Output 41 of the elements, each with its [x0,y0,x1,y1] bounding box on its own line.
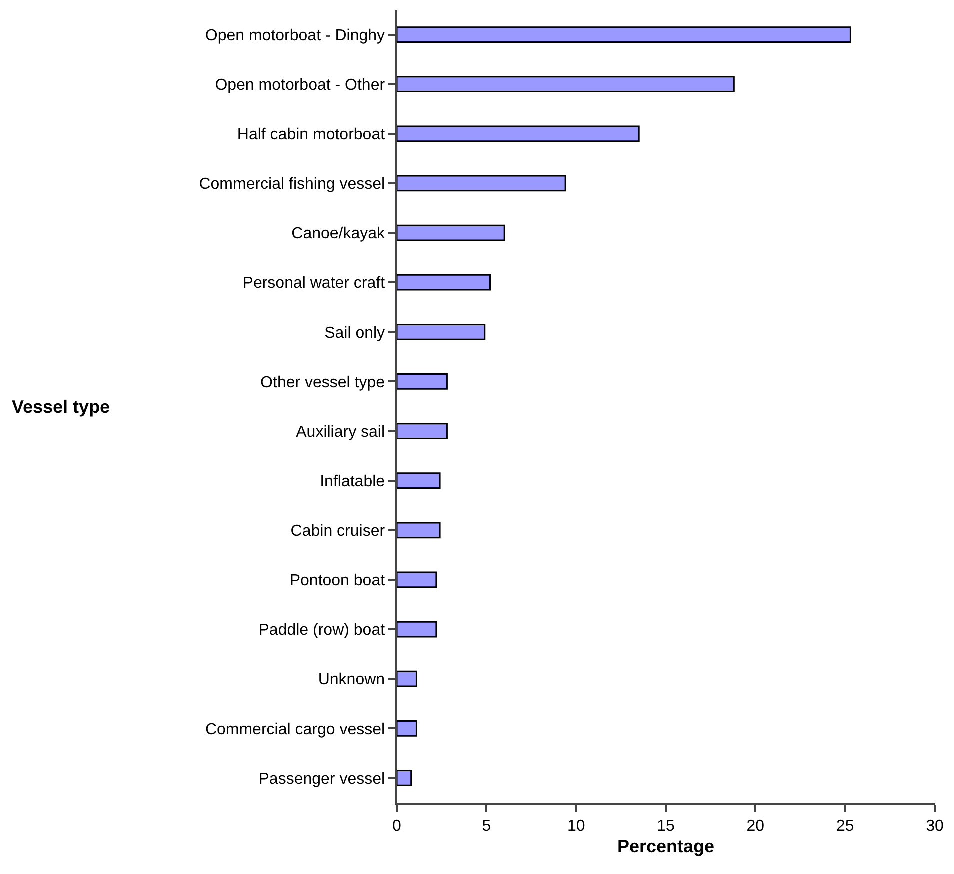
bar [397,670,418,688]
y-tick-label: Commercial cargo vessel [205,721,386,738]
x-tick-label: 10 [567,818,586,835]
y-tick-label: Other vessel type [260,374,386,392]
y-axis-title: Vessel type [12,397,110,417]
bar [397,472,441,490]
bar [397,324,486,340]
y-tick-label: Open motorboat - Other [215,76,386,94]
y-tick-label: Unknown [318,672,386,689]
y-tick-label: Sail only [324,324,386,342]
x-tick-label: 30 [926,818,944,835]
y-tick-label: Half cabin motorboat [237,126,386,144]
y-tick-label: Auxiliary sail [296,424,386,441]
bar [397,224,506,242]
y-tick-label: Open motorboat - Dinghy [205,27,386,44]
bar [397,770,412,786]
x-tick-label: 20 [746,818,765,835]
y-tick-label: Personal water craft [242,275,386,292]
bar [397,274,491,291]
x-tick-label: 0 [392,818,402,835]
y-tick-label: Passenger vessel [258,770,386,788]
bar [397,621,438,638]
x-tick-label: 5 [482,818,492,835]
x-tick-label: 15 [657,818,675,835]
y-tick-label: Paddle (row) boat [258,622,386,640]
bar [397,76,735,93]
x-tick-label: 25 [836,818,854,835]
y-tick-label: Canoe/kayak [292,226,386,243]
bar [397,26,852,43]
bar [397,572,438,588]
bar [397,720,418,737]
y-tick-label: Commercial fishing vessel [199,176,386,194]
y-tick-label: Inflatable [320,473,386,490]
bar [397,374,448,390]
x-axis-title: Percentage [617,836,715,857]
bar [397,175,566,192]
bar [397,126,640,142]
y-tick-label: Cabin cruiser [290,523,386,540]
y-tick-label: Pontoon boat [290,572,386,590]
bar [397,423,448,440]
bar [397,522,441,539]
